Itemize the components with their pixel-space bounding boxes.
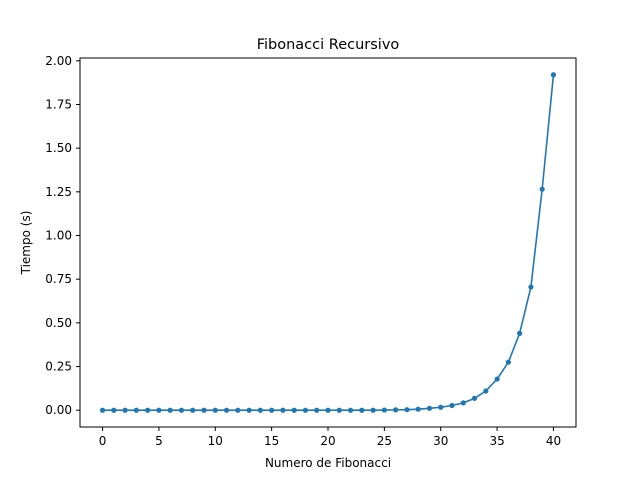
data-point — [426, 405, 433, 411]
data-point — [133, 407, 139, 413]
data-point — [347, 407, 354, 413]
data-point — [99, 407, 106, 413]
data-point — [223, 407, 230, 413]
data-point — [178, 407, 185, 413]
x-tick-label: 40 — [546, 434, 561, 448]
data-point — [471, 395, 478, 401]
data-point — [550, 72, 557, 78]
y-tick-label: 0.25 — [45, 360, 72, 374]
x-tick-label: 0 — [99, 434, 107, 448]
data-point — [494, 376, 500, 382]
x-tick-label: 25 — [377, 434, 392, 448]
y-tick-label: 0.00 — [45, 403, 72, 417]
data-point — [359, 407, 365, 413]
x-tick-label: 30 — [433, 434, 448, 448]
data-point — [280, 407, 286, 413]
data-point — [381, 407, 387, 413]
data-point — [370, 407, 376, 413]
data-point — [325, 407, 331, 413]
y-tick-label: 2.00 — [45, 54, 72, 68]
data-point — [505, 359, 511, 365]
data-point — [269, 407, 275, 413]
data-point — [111, 407, 117, 413]
data-point — [235, 407, 241, 413]
data-point — [156, 407, 162, 413]
y-axis-label: Tiempo (s) — [19, 211, 33, 276]
axes-frame — [79, 57, 577, 428]
x-tick-label: 10 — [208, 434, 223, 448]
y-tick-label: 1.00 — [45, 229, 72, 243]
data-point — [404, 407, 410, 413]
y-tick-label: 1.25 — [45, 185, 72, 199]
data-point — [415, 406, 421, 412]
plot-area: 0 5 10 15 20 25 30 35 40 0.00 0.25 0.50 0.75 1.00 1.25… — [45, 54, 561, 448]
x-tick-label: 35 — [489, 434, 504, 448]
data-point — [201, 407, 207, 413]
data-point — [449, 402, 455, 409]
data-point — [483, 388, 489, 394]
data-point — [145, 407, 151, 413]
data-point — [167, 407, 173, 413]
y-tick-label: 1.50 — [45, 141, 72, 155]
data-point — [190, 407, 196, 413]
data-point — [336, 407, 342, 413]
data-point — [246, 407, 252, 413]
data-point — [528, 284, 534, 290]
y-tick-label: 1.75 — [45, 97, 72, 111]
data-point — [393, 407, 399, 413]
data-point — [212, 407, 218, 413]
data-point — [302, 407, 309, 413]
data-point — [539, 186, 545, 192]
data-point — [122, 407, 128, 413]
chart-title: Fibonacci Recursivo — [257, 37, 400, 53]
x-tick-label: 20 — [320, 434, 335, 448]
data-point — [291, 407, 297, 413]
y-tick-label: 0.75 — [45, 272, 72, 286]
x-axis-label: Numero de Fibonacci — [265, 456, 391, 470]
x-tick-label: 15 — [264, 434, 279, 448]
x-tick-label: 5 — [155, 434, 163, 448]
data-point — [438, 404, 444, 410]
y-tick-label: 0.50 — [45, 316, 72, 330]
data-point — [460, 400, 466, 406]
data-point — [257, 407, 263, 413]
data-point — [314, 407, 320, 413]
data-point — [517, 330, 523, 336]
